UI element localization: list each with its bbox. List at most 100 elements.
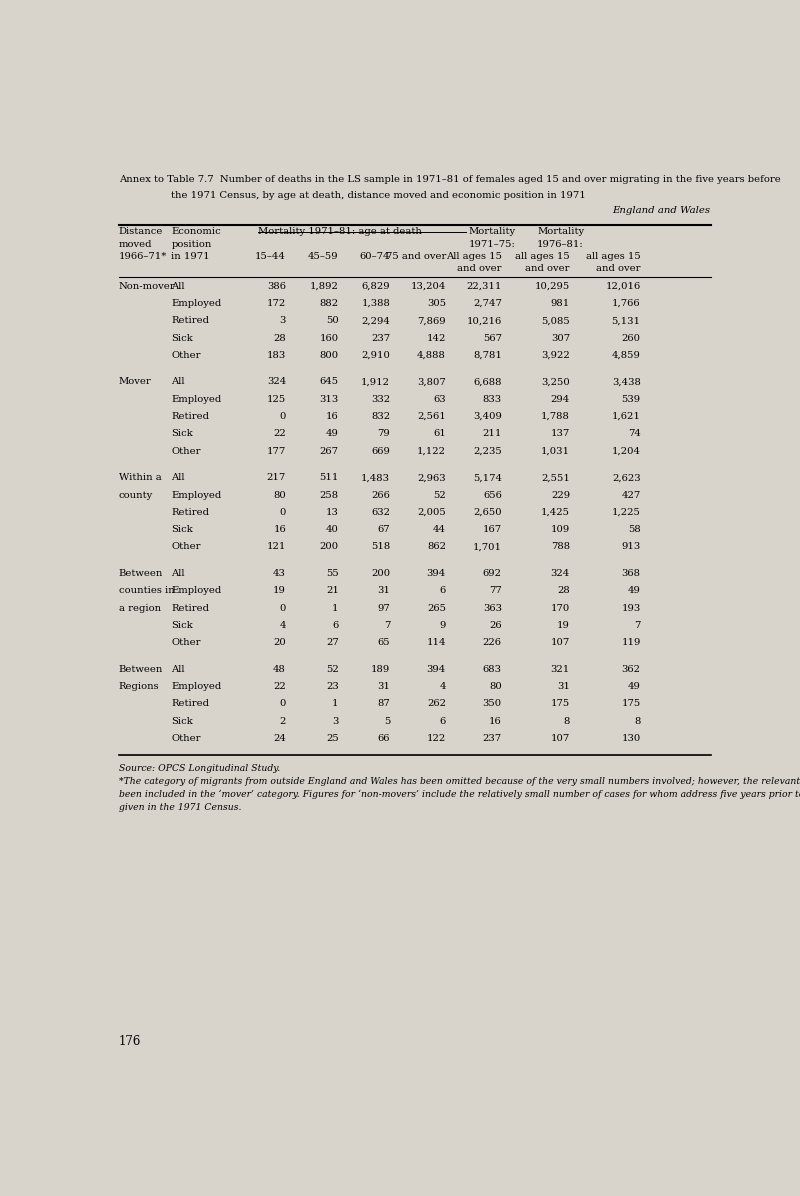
Text: 324: 324	[266, 378, 286, 386]
Text: 12,016: 12,016	[606, 282, 641, 291]
Text: 80: 80	[489, 682, 502, 691]
Text: Other: Other	[171, 639, 201, 647]
Text: 3,807: 3,807	[418, 378, 446, 386]
Text: 2,623: 2,623	[612, 474, 641, 482]
Text: 119: 119	[622, 639, 641, 647]
Text: 137: 137	[550, 429, 570, 439]
Text: 4,888: 4,888	[417, 350, 446, 360]
Text: 142: 142	[426, 334, 446, 342]
Text: 16: 16	[489, 716, 502, 726]
Text: a region: a region	[118, 604, 161, 612]
Text: 31: 31	[378, 682, 390, 691]
Text: 350: 350	[482, 700, 502, 708]
Text: 1966–71*: 1966–71*	[118, 252, 167, 261]
Text: 265: 265	[427, 604, 446, 612]
Text: 26: 26	[489, 621, 502, 630]
Text: 97: 97	[378, 604, 390, 612]
Text: All: All	[171, 665, 185, 673]
Text: Sick: Sick	[171, 334, 193, 342]
Text: position: position	[171, 240, 212, 249]
Text: 67: 67	[378, 525, 390, 535]
Text: 2,910: 2,910	[362, 350, 390, 360]
Text: 75 and over: 75 and over	[386, 252, 446, 261]
Text: 833: 833	[482, 395, 502, 404]
Text: 2,235: 2,235	[473, 446, 502, 456]
Text: Regions: Regions	[118, 682, 159, 691]
Text: Employed: Employed	[171, 586, 222, 596]
Text: 44: 44	[433, 525, 446, 535]
Text: Retired: Retired	[171, 508, 210, 517]
Text: Non-mover: Non-mover	[118, 282, 175, 291]
Text: 2,561: 2,561	[418, 413, 446, 421]
Text: Sick: Sick	[171, 525, 193, 535]
Text: 10,216: 10,216	[466, 316, 502, 325]
Text: 8: 8	[563, 716, 570, 726]
Text: 5,174: 5,174	[473, 474, 502, 482]
Text: Employed: Employed	[171, 490, 222, 500]
Text: 1,425: 1,425	[541, 508, 570, 517]
Text: been included in the ‘mover’ category. Figures for ‘non-movers’ include the rela: been included in the ‘mover’ category. F…	[118, 791, 800, 799]
Text: 913: 913	[622, 543, 641, 551]
Text: 229: 229	[551, 490, 570, 500]
Text: 122: 122	[426, 734, 446, 743]
Text: 1976–81:: 1976–81:	[537, 240, 584, 249]
Text: 183: 183	[266, 350, 286, 360]
Text: 1,483: 1,483	[361, 474, 390, 482]
Text: 107: 107	[550, 639, 570, 647]
Text: 4,859: 4,859	[612, 350, 641, 360]
Text: 130: 130	[622, 734, 641, 743]
Text: in 1971: in 1971	[171, 252, 210, 261]
Text: 258: 258	[319, 490, 338, 500]
Text: Sick: Sick	[171, 429, 193, 439]
Text: Other: Other	[171, 350, 201, 360]
Text: 22: 22	[274, 682, 286, 691]
Text: 8,781: 8,781	[473, 350, 502, 360]
Text: 226: 226	[482, 639, 502, 647]
Text: 260: 260	[622, 334, 641, 342]
Text: Mortality: Mortality	[537, 227, 584, 237]
Text: 1,621: 1,621	[612, 413, 641, 421]
Text: Within a: Within a	[118, 474, 162, 482]
Text: 332: 332	[371, 395, 390, 404]
Text: Source: OPCS Longitudinal Study.: Source: OPCS Longitudinal Study.	[118, 764, 280, 774]
Text: 539: 539	[622, 395, 641, 404]
Text: 882: 882	[319, 299, 338, 309]
Text: 294: 294	[550, 395, 570, 404]
Text: 1,766: 1,766	[612, 299, 641, 309]
Text: 669: 669	[371, 446, 390, 456]
Text: 1: 1	[332, 700, 338, 708]
Text: 52: 52	[326, 665, 338, 673]
Text: 22: 22	[274, 429, 286, 439]
Text: Other: Other	[171, 543, 201, 551]
Text: 313: 313	[319, 395, 338, 404]
Text: 5,085: 5,085	[542, 316, 570, 325]
Text: 2,747: 2,747	[473, 299, 502, 309]
Text: 176: 176	[118, 1035, 141, 1048]
Text: 645: 645	[319, 378, 338, 386]
Text: 981: 981	[550, 299, 570, 309]
Text: and over: and over	[526, 264, 570, 273]
Text: 1,122: 1,122	[417, 446, 446, 456]
Text: 305: 305	[427, 299, 446, 309]
Text: 2,963: 2,963	[418, 474, 446, 482]
Text: 267: 267	[320, 446, 338, 456]
Text: 13,204: 13,204	[410, 282, 446, 291]
Text: Mortality 1971–81: age at death: Mortality 1971–81: age at death	[258, 227, 422, 237]
Text: 307: 307	[551, 334, 570, 342]
Text: 48: 48	[273, 665, 286, 673]
Text: 5,131: 5,131	[612, 316, 641, 325]
Text: Sick: Sick	[171, 716, 193, 726]
Text: 20: 20	[274, 639, 286, 647]
Text: 2,650: 2,650	[473, 508, 502, 517]
Text: Mover: Mover	[118, 378, 151, 386]
Text: 368: 368	[622, 569, 641, 578]
Text: 65: 65	[378, 639, 390, 647]
Text: 6: 6	[440, 716, 446, 726]
Text: counties in: counties in	[118, 586, 174, 596]
Text: 175: 175	[550, 700, 570, 708]
Text: 15–44: 15–44	[255, 252, 286, 261]
Text: All: All	[171, 378, 185, 386]
Text: 60–74: 60–74	[360, 252, 390, 261]
Text: Distance: Distance	[118, 227, 163, 237]
Text: 217: 217	[266, 474, 286, 482]
